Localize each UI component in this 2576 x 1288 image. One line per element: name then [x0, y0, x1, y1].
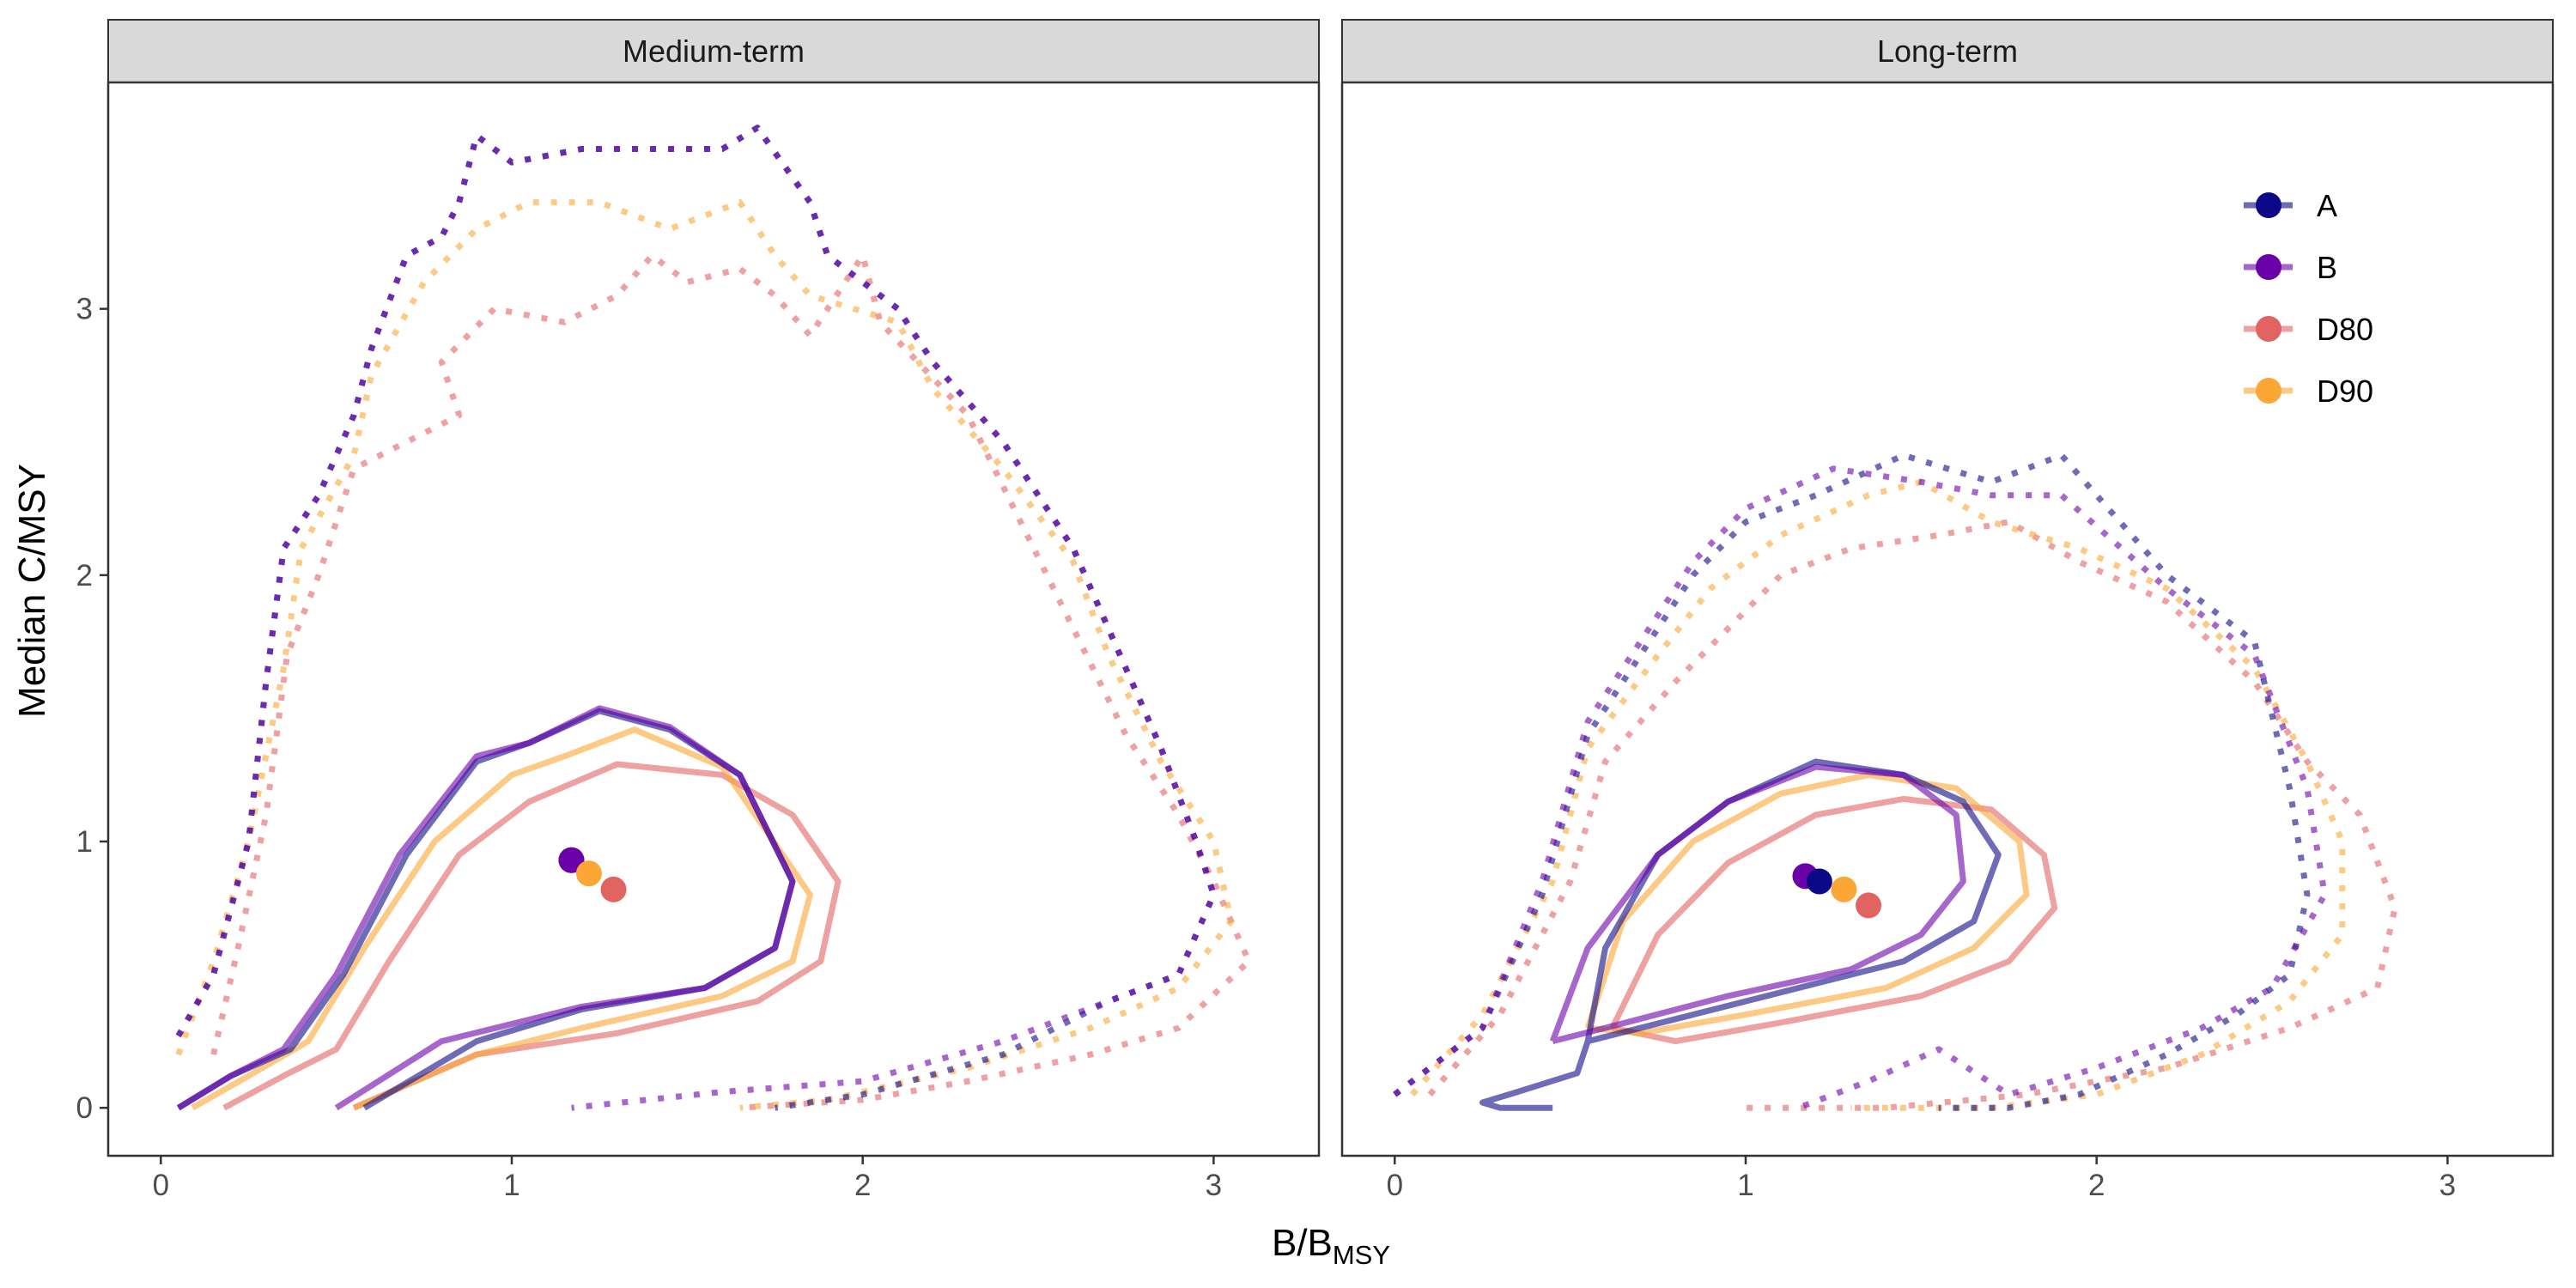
- x-axis-title-main: B/B: [1272, 1222, 1333, 1264]
- legend-label: D90: [2317, 374, 2373, 409]
- legend-item-B: B: [2244, 250, 2337, 285]
- contour-B-outer: [1393, 465, 2328, 1111]
- legend-key-point: [2256, 316, 2281, 342]
- contour-D90-outer: [1410, 478, 2346, 1111]
- contour-B-inner: [1549, 763, 1966, 1044]
- panel-strip: [1341, 19, 2554, 83]
- contour-D90-inner: [191, 726, 813, 1111]
- x-tick-label: 2: [854, 1169, 871, 1202]
- panel-strip: [107, 19, 1320, 83]
- median-point-B: [558, 847, 585, 873]
- panel-border: [1340, 81, 2555, 1157]
- x-axis-title-subscript: MSY: [1333, 1240, 1390, 1270]
- contour-A-outer: [1393, 452, 2311, 1111]
- contour-D80-outer: [1427, 519, 2398, 1111]
- panel-0: Medium-term 0 1 2 3 0 1 2 3: [76, 19, 1321, 1202]
- median-point-A: [1806, 868, 1832, 895]
- median-point-D80: [1856, 892, 1882, 919]
- contour-D90-inner: [1584, 772, 2030, 1036]
- x-tick-label: 3: [2439, 1169, 2456, 1202]
- y-tick-label: 2: [76, 559, 93, 592]
- y-tick-label: 3: [76, 293, 93, 326]
- legend: AB D80 D90: [2244, 188, 2373, 409]
- legend-key-point: [2256, 192, 2281, 218]
- x-tick-label: 2: [2088, 1169, 2105, 1202]
- median-point-D90: [1831, 876, 1857, 902]
- x-tick-label: 0: [1387, 1169, 1403, 1202]
- contour-D80-inner: [222, 761, 841, 1111]
- contour-D90-outer: [175, 199, 1235, 1111]
- legend-label: B: [2317, 250, 2337, 285]
- legend-item-D90: D90: [2244, 374, 2373, 409]
- panel-title: Long-term: [1877, 33, 2018, 69]
- panel-border: [106, 81, 1321, 1157]
- contour-B-inner: [176, 705, 796, 1111]
- x-tick-label: 3: [1206, 1169, 1222, 1202]
- x-tick-label: 1: [503, 1169, 519, 1202]
- legend-label: A: [2317, 188, 2337, 223]
- legend-key-point: [2256, 254, 2281, 280]
- panel-1: Long-term 0 1 2 3: [1340, 19, 2555, 1202]
- median-point-D90: [575, 860, 602, 887]
- contour-D80-inner: [1609, 795, 2058, 1045]
- x-tick-label: 0: [153, 1169, 169, 1202]
- x-axis-title: B/BMSY: [1272, 1222, 1390, 1270]
- y-tick-label: 1: [76, 825, 93, 859]
- y-axis-title: Median C/MSY: [11, 464, 53, 718]
- panel-title: Medium-term: [623, 33, 805, 69]
- median-point-D80: [600, 876, 627, 902]
- legend-label: D80: [2317, 312, 2373, 347]
- contour-B-outer: [175, 125, 1217, 1111]
- x-tick-label: 1: [1737, 1169, 1753, 1202]
- legend-key-point: [2256, 378, 2281, 404]
- legend-item-D80: D80: [2244, 312, 2373, 347]
- y-tick-label: 0: [76, 1091, 93, 1125]
- legend-item-A: A: [2244, 188, 2337, 223]
